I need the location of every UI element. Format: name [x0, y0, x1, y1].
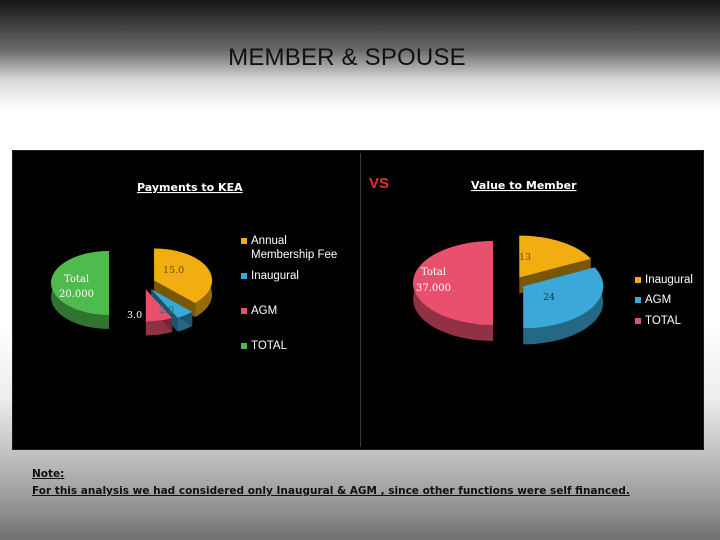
note-text: For this analysis we had considered only…: [32, 485, 630, 497]
slice-label-value-total-word: Total: [421, 267, 446, 278]
legend-swatch-value-agm: [635, 297, 641, 303]
legend-swatch-value-total: [635, 318, 641, 324]
chart-title-payments: Payments to KEA: [137, 181, 243, 194]
legend-item-value-agm: AGM: [635, 293, 671, 307]
pie-payments-to-kea: 15.0 2.0 3.0 Total 20.000: [51, 248, 213, 336]
value-title-text: Value to Member: [471, 179, 577, 192]
panel-divider: [360, 153, 361, 447]
slice-label-value-agm: 24: [543, 292, 555, 303]
pie-slice: [51, 251, 109, 315]
legend-swatch-annual: [241, 238, 247, 244]
legend-label-value-inaugural: Inaugural: [645, 274, 693, 286]
slice-label-inaugural: 2.0: [159, 305, 174, 316]
legend-label-value-total: TOTAL: [645, 315, 681, 327]
pie-slice: [523, 267, 604, 329]
note-heading: Note:: [32, 468, 65, 480]
pie-slice: [519, 235, 591, 278]
chart-title-value: Value to Member: [471, 179, 577, 192]
slice-label-total-value: 20.000: [59, 289, 94, 300]
vs-label: VS: [369, 175, 389, 192]
pie-charts-canvas: Payments to KEA VS Value to Member 15.0 2…: [51, 175, 604, 345]
legend-swatch-total: [241, 343, 247, 349]
legend-label-value-agm: AGM: [645, 294, 672, 306]
legend-item-total: TOTAL: [241, 339, 287, 353]
pie-slice: [413, 241, 493, 325]
pie-value-to-member: 13 24 Total 37.000: [413, 235, 604, 345]
legend-label-agm: AGM: [251, 305, 278, 317]
slice-label-total-word: Total: [64, 274, 89, 285]
legend-item-annual-membership-fee: Annual Membership Fee: [241, 234, 353, 262]
slice-label-agm: 3.0: [127, 310, 142, 321]
pie-slice-side: [523, 267, 604, 345]
pie-slice: [145, 289, 173, 322]
slice-label-annual: 15.0: [163, 265, 184, 276]
slice-label-value-total-value: 37.000: [416, 283, 451, 294]
legend-item-agm: AGM: [241, 304, 277, 318]
legend-label-total: TOTAL: [251, 340, 287, 352]
legend-swatch-inaugural: [241, 273, 247, 279]
pie-slice: [151, 289, 193, 318]
legend-label-annual: Annual Membership Fee: [251, 235, 338, 261]
slide-title: MEMBER & SPOUSE: [228, 44, 466, 71]
legend-item-value-total: TOTAL: [635, 314, 681, 328]
legend-swatch-agm: [241, 308, 247, 314]
payments-title-text: Payments to KEA: [137, 181, 243, 194]
footnote: Note: For this analysis we had considere…: [32, 466, 652, 500]
pie-slice: [154, 248, 213, 304]
legend-label-inaugural: Inaugural: [251, 270, 299, 282]
legend-item-inaugural: Inaugural: [241, 269, 299, 283]
legend-item-value-inaugural: Inaugural: [635, 273, 693, 287]
slice-label-value-inaugural: 13: [519, 252, 531, 263]
legend-swatch-value-inaugural: [635, 277, 641, 283]
chart-panel: Payments to KEA VS Value to Member 15.0 2…: [12, 150, 704, 450]
